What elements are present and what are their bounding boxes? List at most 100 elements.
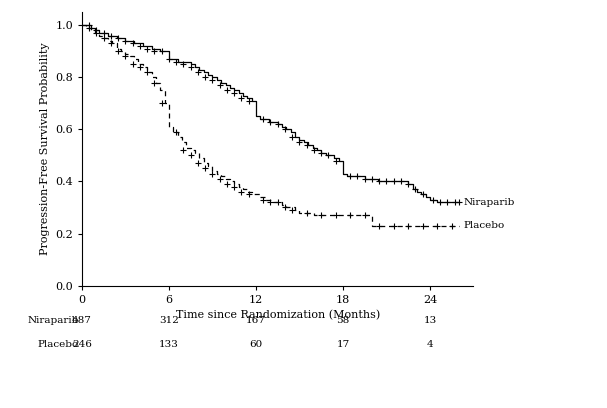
Point: [215, 175, 225, 182]
Point: [259, 116, 268, 122]
Point: [280, 204, 290, 211]
Point: [121, 38, 131, 44]
Point: [403, 222, 413, 229]
Point: [418, 222, 427, 229]
Point: [375, 222, 384, 229]
Point: [294, 139, 304, 146]
Point: [121, 53, 131, 60]
Point: [128, 61, 138, 68]
Point: [135, 64, 145, 70]
X-axis label: Time since Randomization (Months): Time since Randomization (Months): [175, 310, 380, 321]
Point: [403, 181, 413, 187]
Point: [273, 121, 282, 127]
Point: [428, 196, 438, 203]
Point: [208, 171, 217, 177]
Text: 60: 60: [249, 340, 263, 349]
Point: [375, 178, 384, 185]
Point: [193, 69, 203, 75]
Point: [389, 178, 399, 185]
Point: [84, 22, 94, 29]
Point: [142, 69, 152, 75]
Point: [164, 56, 174, 62]
Point: [193, 160, 203, 166]
Point: [200, 74, 210, 81]
Point: [92, 30, 101, 36]
Point: [186, 64, 195, 70]
Text: 246: 246: [72, 340, 92, 349]
Point: [142, 45, 152, 52]
Point: [360, 175, 370, 182]
Text: Niraparib: Niraparib: [463, 198, 515, 207]
Point: [84, 24, 94, 31]
Point: [273, 199, 282, 206]
Point: [443, 199, 452, 206]
Point: [171, 129, 181, 135]
Point: [280, 126, 290, 133]
Point: [222, 181, 232, 187]
Point: [229, 184, 239, 190]
Point: [114, 35, 123, 42]
Point: [396, 178, 406, 185]
Point: [99, 35, 109, 42]
Point: [92, 27, 101, 34]
Point: [324, 152, 333, 159]
Point: [149, 79, 159, 86]
Point: [237, 188, 246, 195]
Point: [331, 157, 341, 164]
Text: 487: 487: [72, 316, 92, 325]
Text: 133: 133: [159, 340, 179, 349]
Point: [382, 178, 392, 185]
Point: [215, 82, 225, 89]
Point: [287, 134, 297, 140]
Point: [244, 98, 254, 104]
Point: [186, 152, 195, 159]
Text: 167: 167: [246, 316, 266, 325]
Point: [432, 222, 442, 229]
Point: [157, 100, 166, 106]
Point: [135, 43, 145, 49]
Point: [229, 90, 239, 96]
Point: [178, 147, 188, 153]
Text: 13: 13: [423, 316, 436, 325]
Point: [178, 61, 188, 68]
Text: 58: 58: [336, 316, 350, 325]
Point: [345, 173, 355, 180]
Point: [222, 87, 232, 93]
Point: [360, 212, 370, 219]
Point: [114, 48, 123, 55]
Point: [106, 32, 116, 39]
Point: [106, 40, 116, 47]
Y-axis label: Progression-Free Survival Probability: Progression-Free Survival Probability: [39, 42, 50, 255]
Point: [447, 222, 456, 229]
Point: [259, 196, 268, 203]
Point: [244, 191, 254, 198]
Text: Placebo: Placebo: [463, 221, 504, 230]
Point: [237, 95, 246, 102]
Point: [450, 199, 459, 206]
Point: [345, 212, 355, 219]
Point: [200, 165, 210, 172]
Text: 312: 312: [159, 316, 179, 325]
Point: [266, 118, 276, 125]
Point: [128, 40, 138, 47]
Point: [208, 77, 217, 83]
Point: [331, 212, 341, 219]
Point: [302, 209, 311, 216]
Point: [418, 191, 427, 198]
Point: [454, 199, 464, 206]
Point: [149, 48, 159, 55]
Point: [353, 173, 362, 180]
Point: [410, 186, 420, 193]
Text: Niraparib: Niraparib: [27, 316, 79, 325]
Point: [99, 30, 109, 36]
Point: [389, 222, 399, 229]
Point: [287, 207, 297, 213]
Point: [266, 199, 276, 206]
Point: [435, 199, 445, 206]
Point: [309, 147, 319, 153]
Point: [157, 48, 166, 55]
Point: [316, 212, 326, 219]
Text: 17: 17: [336, 340, 350, 349]
Point: [171, 58, 181, 65]
Point: [302, 142, 311, 148]
